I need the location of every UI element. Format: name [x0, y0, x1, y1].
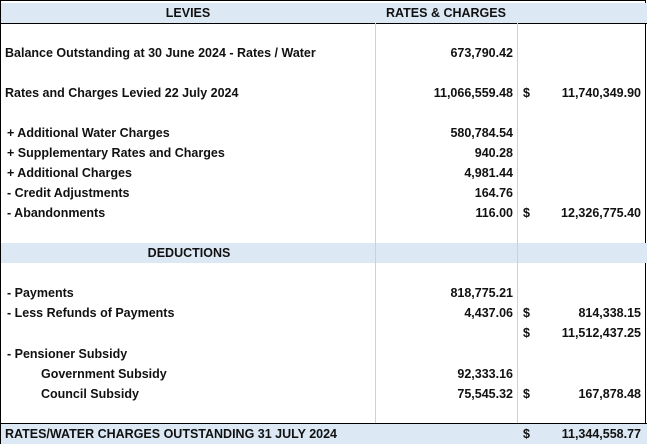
levied-total: 11,740,349.90	[561, 86, 641, 100]
outstanding-label: RATES/WATER CHARGES OUTSTANDING 31 JULY …	[5, 427, 338, 441]
rates-charges-header: RATES & CHARGES	[386, 6, 506, 20]
refunds-dollar: $	[523, 306, 530, 320]
add-water-row: + Additional Water Charges 580,784.54	[1, 123, 647, 143]
column-divider-1	[375, 23, 376, 423]
balance-label: Balance Outstanding at 30 June 2024 - Ra…	[5, 46, 316, 60]
subtotal-total: 11,512,437.25	[561, 326, 641, 340]
deductions-row: DEDUCTIONS	[1, 243, 647, 263]
gov-subsidy-row: Government Subsidy 92,333.16	[1, 364, 647, 384]
refunds-row: - Less Refunds of Payments 4,437.06 $ 81…	[1, 303, 647, 323]
council-subsidy-amount: 75,545.32	[457, 387, 513, 401]
add-charges-label: + Additional Charges	[7, 166, 132, 180]
gov-subsidy-amount: 92,333.16	[457, 367, 513, 381]
levied-dollar: $	[523, 86, 530, 100]
credit-adj-row: - Credit Adjustments 164.76	[1, 183, 647, 203]
balance-row: Balance Outstanding at 30 June 2024 - Ra…	[1, 43, 647, 63]
refunds-total: 814,338.15	[578, 306, 641, 320]
outstanding-total: 11,344,558.77	[561, 427, 641, 441]
balance-amount: 673,790.42	[450, 46, 513, 60]
levied-row: Rates and Charges Levied 22 July 2024 11…	[1, 83, 647, 103]
refunds-amount: 4,437.06	[464, 306, 513, 320]
deductions-heading: DEDUCTIONS	[147, 246, 231, 260]
add-charges-row: + Additional Charges 4,981.44	[1, 163, 647, 183]
refunds-label: - Less Refunds of Payments	[7, 306, 175, 320]
payments-amount: 818,775.21	[450, 286, 513, 300]
abandonments-dollar: $	[523, 206, 530, 220]
pensioner-row: - Pensioner Subsidy	[1, 344, 647, 364]
supplementary-amount: 940.28	[474, 146, 513, 160]
abandonments-amount: 116.00	[475, 206, 513, 220]
subtotal-row: $ 11,512,437.25	[1, 323, 647, 343]
credit-adj-label: - Credit Adjustments	[7, 186, 130, 200]
council-subsidy-row: Council Subsidy 75,545.32 $ 167,878.48	[1, 384, 647, 404]
supplementary-row: + Supplementary Rates and Charges 940.28	[1, 143, 647, 163]
pensioner-label: - Pensioner Subsidy	[7, 347, 128, 361]
council-subsidy-label: Council Subsidy	[41, 387, 139, 401]
add-water-amount: 580,784.54	[450, 126, 513, 140]
abandonments-total: 12,326,775.40	[561, 206, 641, 220]
credit-adj-amount: 164.76	[474, 186, 513, 200]
abandonments-label: - Abandonments	[7, 206, 106, 220]
levies-header: LEVIES	[165, 6, 211, 20]
add-water-label: + Additional Water Charges	[7, 126, 170, 140]
outstanding-dollar: $	[523, 427, 530, 441]
footer-divider	[1, 423, 647, 424]
abandonments-row: - Abandonments 116.00 $ 12,326,775.40	[1, 203, 647, 223]
payments-row: - Payments 818,775.21	[1, 283, 647, 303]
levied-amount: 11,066,559.48	[433, 86, 513, 100]
header-divider	[1, 23, 647, 24]
supplementary-label: + Supplementary Rates and Charges	[7, 146, 225, 160]
add-charges-amount: 4,981.44	[464, 166, 513, 180]
subtotal-dollar: $	[523, 326, 530, 340]
levied-label: Rates and Charges Levied 22 July 2024	[5, 86, 239, 100]
council-subsidy-dollar: $	[523, 387, 530, 401]
column-divider-2	[517, 23, 518, 423]
gov-subsidy-label: Government Subsidy	[41, 367, 167, 381]
payments-label: - Payments	[7, 286, 74, 300]
header-row: LEVIES RATES & CHARGES	[1, 3, 647, 23]
outstanding-row: RATES/WATER CHARGES OUTSTANDING 31 JULY …	[1, 424, 647, 444]
council-subsidy-total: 167,878.48	[578, 387, 641, 401]
